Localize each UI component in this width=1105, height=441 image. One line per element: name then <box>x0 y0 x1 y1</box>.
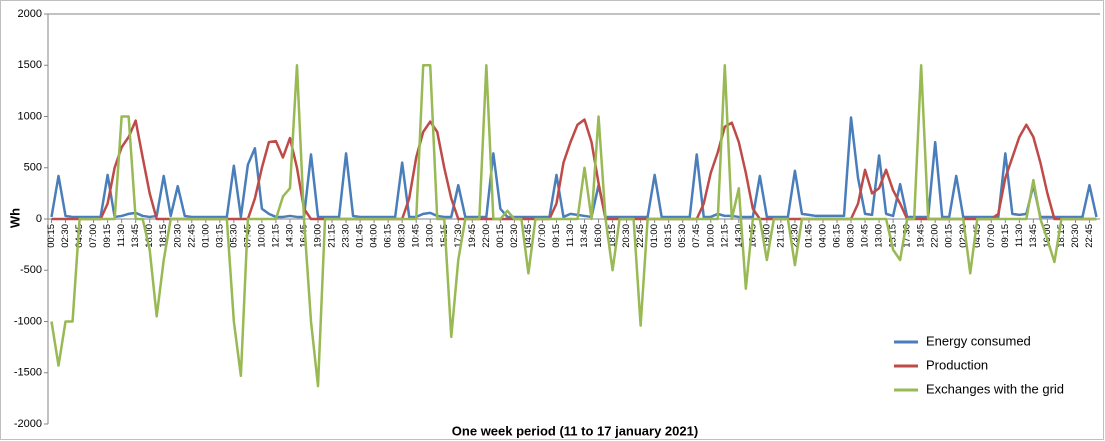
x-tick-label: 01:45 <box>355 224 366 248</box>
legend: Energy consumed Production Exchanges with … <box>894 333 1064 396</box>
x-tick-label: 07:00 <box>986 224 997 248</box>
x-tick-label: 03:15 <box>663 224 674 248</box>
x-tick-label: 04:00 <box>369 224 380 248</box>
x-tick-label: 01:00 <box>649 224 660 248</box>
x-tick-label: 16:00 <box>144 224 155 248</box>
y-tick-label: -500 <box>20 264 42 276</box>
x-tick-label: 06:15 <box>832 224 843 248</box>
x-tick-label: 07:00 <box>537 224 548 248</box>
y-axis-title: Wh <box>7 208 22 228</box>
x-tick-label: 21:15 <box>775 224 786 248</box>
x-tick-label: 13:45 <box>1028 224 1039 248</box>
x-tick-label: 18:15 <box>1056 224 1067 248</box>
series-line <box>50 64 1097 388</box>
x-tick-label: 00:15 <box>944 224 955 248</box>
x-tick-label: 13:45 <box>579 224 590 248</box>
x-tick-label: 19:00 <box>313 224 324 248</box>
x-tick-label: 08:30 <box>397 224 408 248</box>
x-tick-label: 17:30 <box>902 224 913 248</box>
x-tick-label: 11:30 <box>116 224 127 247</box>
x-tick-label: 10:45 <box>860 224 871 248</box>
x-tick-label: 06:15 <box>383 224 394 248</box>
x-tick-label: 12:15 <box>270 224 281 248</box>
legend-label: Exchanges with the grid <box>926 381 1064 396</box>
x-tick-label: 09:15 <box>551 224 562 248</box>
series-line <box>50 116 1098 219</box>
x-tick-label: 07:00 <box>88 224 99 248</box>
x-tick-label: 09:15 <box>102 224 113 248</box>
x-tick-label: 07:45 <box>691 224 702 248</box>
x-tick-label: 05:30 <box>228 224 239 248</box>
x-tick-label: 19:45 <box>916 224 927 248</box>
legend-label: Production <box>926 357 988 372</box>
x-tick-label: 20:30 <box>1070 224 1081 248</box>
x-tick-label: 17:30 <box>453 224 464 248</box>
x-tick-label: 04:45 <box>972 224 983 248</box>
x-tick-label: 21:15 <box>327 224 338 248</box>
x-tick-label: 00:15 <box>495 224 506 248</box>
x-tick-label: 02:30 <box>509 224 520 248</box>
x-axis-title: One week period (11 to 17 january 2021) <box>452 423 698 438</box>
x-tick-label: 14:30 <box>733 224 744 248</box>
x-tick-label: 04:00 <box>817 224 828 248</box>
x-tick-label: 16:00 <box>593 224 604 248</box>
x-tick-label: 02:30 <box>958 224 969 248</box>
x-tick-label: 22:00 <box>481 224 492 248</box>
x-tick-label: 13:00 <box>874 224 885 248</box>
x-tick-label: 10:00 <box>256 224 267 248</box>
x-tick-label: 22:45 <box>635 224 646 248</box>
y-tick-label: 1500 <box>18 59 42 71</box>
x-tick-label: 19:00 <box>761 224 772 248</box>
y-tick-label: -2000 <box>14 418 42 430</box>
x-tick-label: 22:45 <box>1084 224 1095 248</box>
x-tick-label: 22:45 <box>186 224 197 248</box>
y-tick-label: 1000 <box>18 110 42 122</box>
x-tick-label: 03:15 <box>214 224 225 248</box>
x-tick-label: 04:45 <box>523 224 534 248</box>
x-tick-label: 20:30 <box>172 224 183 248</box>
x-tick-label: 00:15 <box>46 224 57 248</box>
x-tick-label: 05:30 <box>677 224 688 248</box>
y-tick-label: 0 <box>36 213 42 225</box>
x-tick-label: 12:15 <box>719 224 730 248</box>
legend-label: Energy consumed <box>926 333 1031 348</box>
x-tick-label: 23:30 <box>789 224 800 248</box>
y-tick-label: -1000 <box>14 315 42 327</box>
y-tick-label: 2000 <box>18 8 42 20</box>
x-tick-label: 13:45 <box>130 224 141 248</box>
x-tick-label: 15:15 <box>888 224 899 248</box>
x-tick-label: 23:30 <box>341 224 352 248</box>
x-tick-label: 11:30 <box>565 224 576 247</box>
x-tick-label: 10:45 <box>411 224 422 248</box>
x-tick-label: 14:30 <box>284 224 295 248</box>
x-tick-label: 10:00 <box>705 224 716 248</box>
x-tick-label: 16:45 <box>747 224 758 248</box>
x-tick-label: 01:00 <box>200 224 211 248</box>
x-tick-label: 01:45 <box>803 224 814 248</box>
x-tick-label: 18:15 <box>607 224 618 248</box>
x-tick-label: 18:15 <box>158 224 169 248</box>
x-tick-label: 19:45 <box>467 224 478 248</box>
y-tick-label: 500 <box>24 162 42 174</box>
x-tick-label: 09:15 <box>1000 224 1011 248</box>
x-tick-label: 13:00 <box>425 224 436 248</box>
x-tick-label: 02:30 <box>60 224 71 248</box>
x-tick-label: 22:00 <box>930 224 941 248</box>
x-tick-label: 20:30 <box>621 224 632 248</box>
y-tick-label: -1500 <box>14 367 42 379</box>
x-tick-label: 08:30 <box>846 224 857 248</box>
x-tick-label: 11:30 <box>1014 224 1025 247</box>
